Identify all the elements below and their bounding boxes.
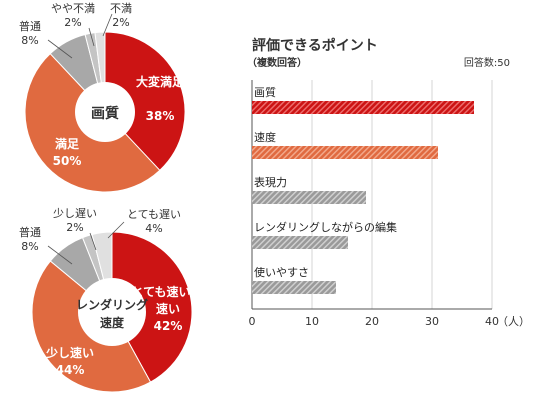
donut1-callout-value: 2% (64, 16, 81, 29)
donut1-callout-value: 8% (21, 34, 38, 47)
bar (252, 146, 438, 159)
donut1-callout-name: 不満 (110, 2, 132, 15)
bar-chart-title: 評価できるポイント (252, 37, 378, 54)
donut2-center-title-line1: レンダリング (76, 297, 148, 312)
donut2-callout-value: 8% (21, 240, 38, 253)
bar-chart-subtitle: （複数回答） (247, 56, 307, 69)
pie-slice (111, 231, 193, 383)
donut1-callout-value: 2% (112, 16, 129, 29)
donut1-callout-name: 普通 (19, 19, 41, 33)
donut2-callout-name: 少し遅い (53, 207, 97, 220)
category-label: 表現力 (254, 175, 287, 189)
x-tick-label: 10 (305, 315, 319, 328)
donut1-leader-line (102, 13, 113, 37)
donut2-slice-label-value: 42% (154, 319, 183, 333)
bar (252, 236, 348, 249)
donut2-slice-label-name-line2: 速い (156, 301, 180, 316)
category-label: 画質 (254, 85, 276, 99)
donut1-leader-line (47, 39, 73, 59)
x-axis-unit: （人） (497, 315, 530, 328)
donut1-slice-label-value: 38% (146, 109, 175, 123)
donut2-hole (78, 278, 146, 346)
bar (252, 191, 366, 204)
category-label: レンダリングしながらの編集 (254, 220, 397, 234)
donut2-callout-value: 2% (66, 221, 83, 234)
donut2-center-title-line2: 速度 (100, 315, 125, 330)
donut2-leader-line (107, 221, 125, 239)
category-label: 使いやすさ (254, 266, 309, 279)
donut2-leader-line (89, 232, 97, 251)
donut2-callout-name: 普通 (19, 225, 41, 239)
bar (252, 101, 474, 114)
bar-chart-response-count: 回答数:50 (464, 56, 510, 69)
donut1-slice-label-name: 大変満足 (136, 74, 184, 89)
donut2-leader-line (47, 245, 73, 265)
x-tick-label: 30 (425, 315, 439, 328)
donut2-slice-label-value: 44% (56, 363, 85, 377)
category-label: 速度 (254, 130, 276, 144)
x-tick-label: 0 (249, 315, 256, 328)
pie-slice (104, 31, 186, 172)
donut1-slice-label-name: 満足 (55, 136, 79, 151)
donut2-callout-name: とても遅い (127, 208, 181, 221)
donut1-hole (75, 82, 135, 142)
donut1-callout-name: やや不満 (51, 2, 95, 15)
x-tick-label: 20 (365, 315, 379, 328)
donut2-callout-value: 4% (145, 222, 162, 235)
donut2-slice-label-name: 少し速い (45, 345, 94, 360)
donut1-leader-line (88, 27, 95, 47)
donut1-slice-label-value: 50% (53, 154, 82, 168)
donut1-center-title: 画質 (91, 105, 119, 122)
bar (252, 281, 336, 294)
x-tick-label: 40 (485, 315, 499, 328)
donut2-slice-label-name: とても速い (131, 284, 190, 299)
